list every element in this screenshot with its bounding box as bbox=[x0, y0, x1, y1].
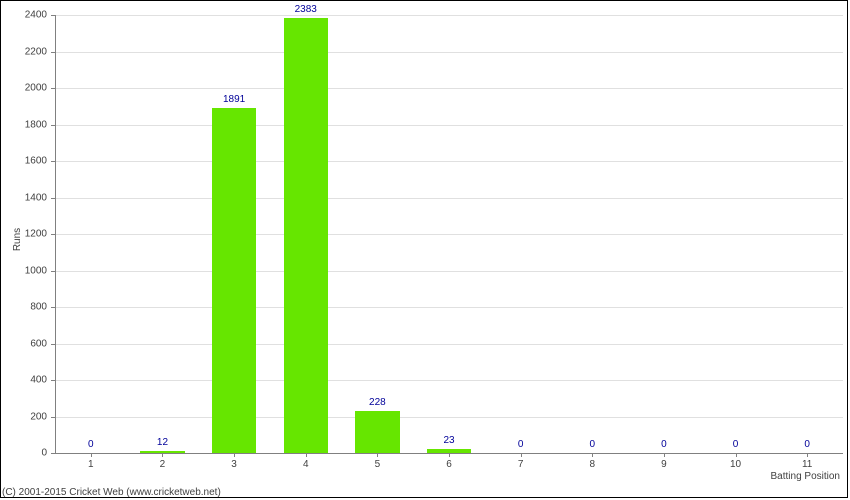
y-tick-label: 1000 bbox=[0, 265, 47, 276]
bar-value-label: 0 bbox=[518, 439, 524, 450]
y-tick-label: 2200 bbox=[0, 46, 47, 57]
bar-value-label: 2383 bbox=[295, 4, 317, 15]
y-tick-mark bbox=[51, 125, 55, 126]
x-tick-label: 7 bbox=[518, 459, 524, 470]
grid-line bbox=[55, 271, 843, 272]
y-tick-mark bbox=[51, 307, 55, 308]
bar-value-label: 23 bbox=[443, 435, 454, 446]
x-tick-label: 8 bbox=[589, 459, 595, 470]
grid-line bbox=[55, 307, 843, 308]
y-tick-mark bbox=[51, 271, 55, 272]
x-tick-label: 10 bbox=[730, 459, 741, 470]
y-tick-mark bbox=[51, 344, 55, 345]
chart-bar bbox=[355, 411, 399, 453]
grid-line bbox=[55, 161, 843, 162]
chart-bar bbox=[284, 18, 328, 453]
x-tick-mark bbox=[234, 453, 235, 457]
x-tick-mark bbox=[162, 453, 163, 457]
bar-value-label: 12 bbox=[157, 437, 168, 448]
y-tick-mark bbox=[51, 198, 55, 199]
bar-value-label: 0 bbox=[88, 439, 94, 450]
y-tick-label: 1800 bbox=[0, 119, 47, 130]
y-tick-label: 400 bbox=[0, 375, 47, 386]
grid-line bbox=[55, 417, 843, 418]
y-tick-label: 600 bbox=[0, 338, 47, 349]
y-tick-label: 200 bbox=[0, 411, 47, 422]
y-tick-mark bbox=[51, 380, 55, 381]
grid-line bbox=[55, 15, 843, 16]
y-tick-label: 800 bbox=[0, 302, 47, 313]
grid-line bbox=[55, 88, 843, 89]
y-tick-label: 1200 bbox=[0, 229, 47, 240]
chart-bar bbox=[212, 108, 256, 453]
x-tick-mark bbox=[592, 453, 593, 457]
y-tick-mark bbox=[51, 453, 55, 454]
bar-value-label: 1891 bbox=[223, 94, 245, 105]
x-tick-label: 3 bbox=[231, 459, 237, 470]
bar-value-label: 228 bbox=[369, 397, 386, 408]
x-tick-mark bbox=[664, 453, 665, 457]
grid-line bbox=[55, 344, 843, 345]
x-tick-label: 11 bbox=[802, 459, 812, 470]
grid-line bbox=[55, 52, 843, 53]
y-axis-line bbox=[55, 15, 56, 453]
y-tick-label: 0 bbox=[0, 448, 47, 459]
x-axis-title: Batting Position bbox=[771, 471, 841, 482]
grid-line bbox=[55, 234, 843, 235]
y-tick-label: 1600 bbox=[0, 156, 47, 167]
x-tick-mark bbox=[807, 453, 808, 457]
y-tick-mark bbox=[51, 15, 55, 16]
y-tick-mark bbox=[51, 417, 55, 418]
x-tick-label: 9 bbox=[661, 459, 667, 470]
x-tick-mark bbox=[449, 453, 450, 457]
x-tick-mark bbox=[377, 453, 378, 457]
y-tick-label: 1400 bbox=[0, 192, 47, 203]
x-tick-mark bbox=[736, 453, 737, 457]
bar-value-label: 0 bbox=[589, 439, 595, 450]
y-tick-mark bbox=[51, 234, 55, 235]
y-tick-mark bbox=[51, 52, 55, 53]
y-tick-mark bbox=[51, 161, 55, 162]
copyright-footer: (C) 2001-2015 Cricket Web (www.cricketwe… bbox=[2, 487, 221, 498]
grid-line bbox=[55, 380, 843, 381]
x-tick-label: 5 bbox=[375, 459, 381, 470]
chart-plot-area bbox=[55, 15, 843, 453]
grid-line bbox=[55, 198, 843, 199]
x-tick-mark bbox=[91, 453, 92, 457]
x-tick-label: 4 bbox=[303, 459, 309, 470]
bar-value-label: 0 bbox=[733, 439, 739, 450]
grid-line bbox=[55, 125, 843, 126]
x-tick-mark bbox=[306, 453, 307, 457]
bar-value-label: 0 bbox=[804, 439, 810, 450]
x-tick-label: 2 bbox=[160, 459, 166, 470]
bar-value-label: 0 bbox=[661, 439, 667, 450]
x-tick-mark bbox=[521, 453, 522, 457]
y-tick-mark bbox=[51, 88, 55, 89]
y-tick-label: 2400 bbox=[0, 10, 47, 21]
x-tick-label: 1 bbox=[88, 459, 94, 470]
y-tick-label: 2000 bbox=[0, 83, 47, 94]
x-tick-label: 6 bbox=[446, 459, 452, 470]
